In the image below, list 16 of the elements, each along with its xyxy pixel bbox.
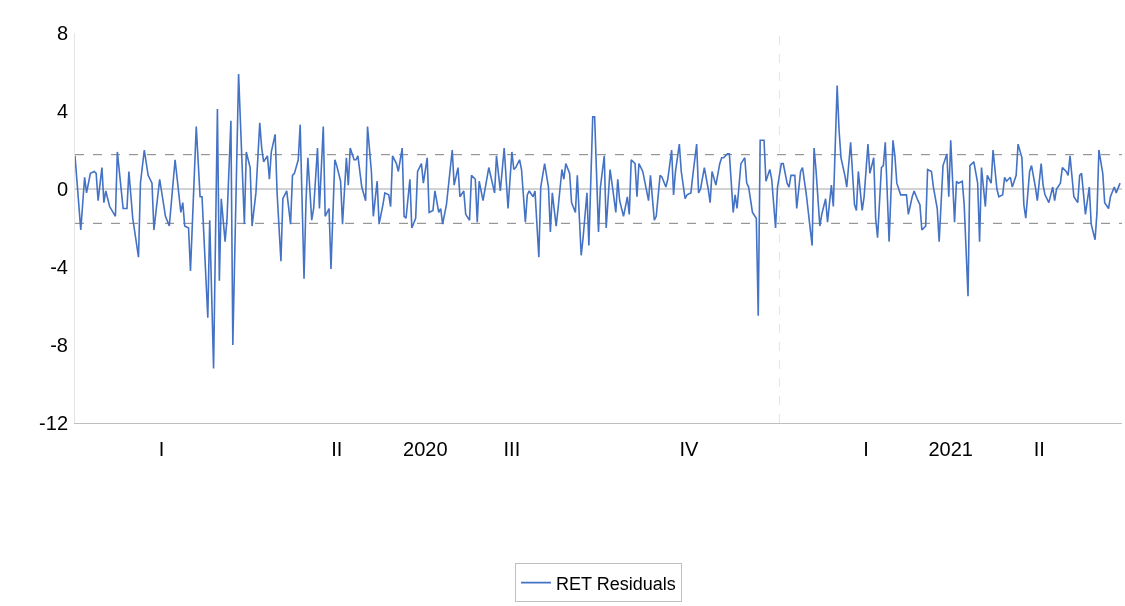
x-tick-label: II	[1033, 438, 1045, 460]
x-tick-label: 2021	[928, 438, 973, 460]
line-series	[75, 73, 1121, 370]
y-tick-label: -4	[50, 256, 68, 278]
x-tick-label: II	[331, 438, 343, 460]
x-tick-label: IV	[679, 438, 700, 460]
y-tick-label: -8	[50, 334, 68, 356]
y-tick-label: 4	[56, 100, 68, 122]
x-tick-label: I	[158, 438, 165, 460]
y-tick-label: -12	[39, 412, 68, 434]
y-tick-label: 8	[56, 22, 68, 44]
x-tick-label: III	[503, 438, 521, 460]
y-tick-label: 0	[56, 178, 68, 200]
x-tick-label: 2020	[403, 438, 448, 460]
x-tick-label: I	[863, 438, 869, 460]
legend-label: RET Residuals	[556, 573, 676, 594]
